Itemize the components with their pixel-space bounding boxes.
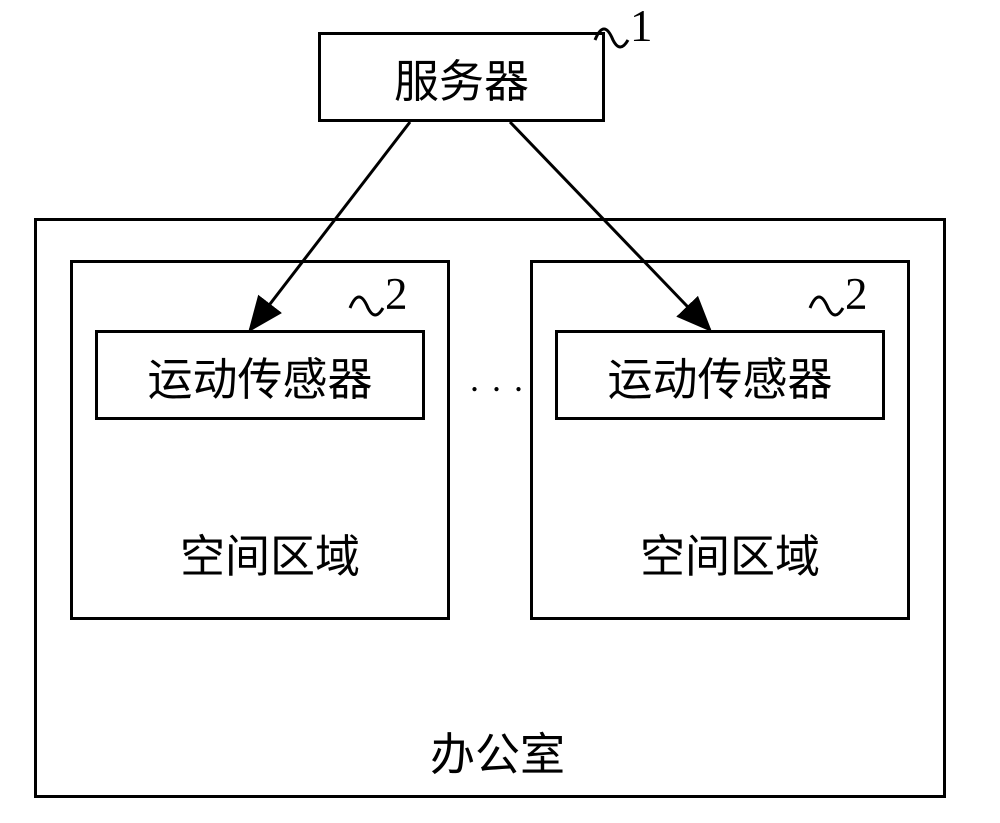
office-label: 办公室 [430, 718, 565, 783]
sensor-box: 运动传感器 [555, 330, 885, 420]
sensor-label: 运动传感器 [607, 343, 832, 408]
zone-label: 空间区域 [640, 520, 820, 585]
diagram-canvas: 服务器 办公室 空间区域 运动传感器 空间区域 运动传感器 . . . 1 2 … [0, 0, 1000, 823]
zone-label: 空间区域 [180, 520, 360, 585]
callout-2: 2 [385, 268, 408, 320]
sensor-label: 运动传感器 [147, 343, 372, 408]
server-label: 服务器 [394, 45, 529, 110]
sensor-box: 运动传感器 [95, 330, 425, 420]
ellipsis: . . . [470, 358, 525, 400]
callout-1: 1 [630, 0, 653, 52]
server-box: 服务器 [318, 32, 605, 122]
callout-2: 2 [845, 268, 868, 320]
